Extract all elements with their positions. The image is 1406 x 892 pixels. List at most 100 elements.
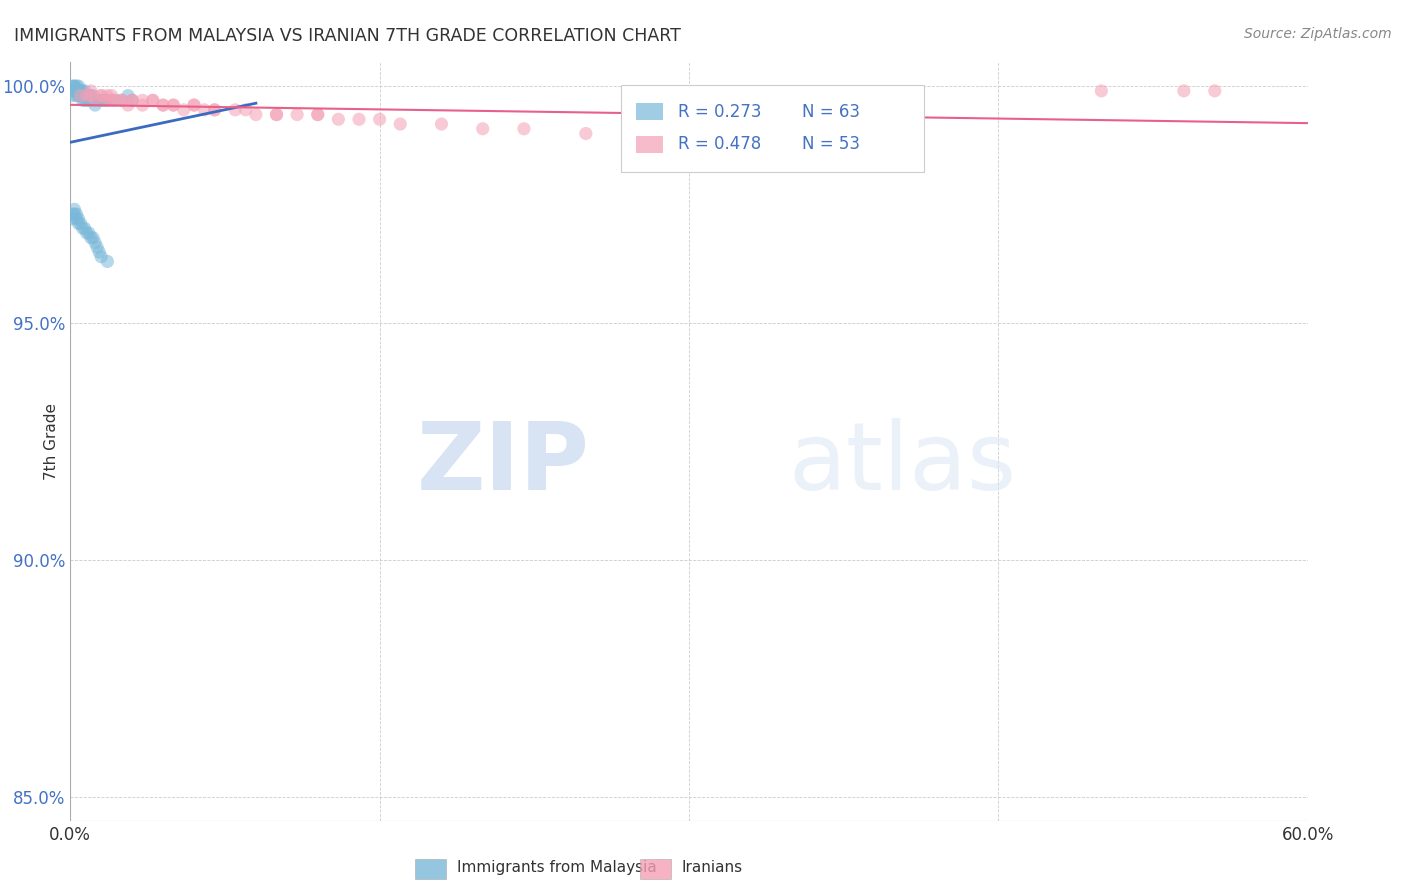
- Point: [60, 79, 83, 94]
- Point: [89, 93, 111, 107]
- Point: [90, 250, 112, 264]
- Point: [65, 211, 87, 226]
- Point: [65, 88, 87, 103]
- Point: [245, 107, 267, 121]
- Point: [307, 107, 329, 121]
- Point: [94, 93, 117, 107]
- Point: [183, 98, 205, 112]
- Point: [60, 211, 83, 226]
- Point: [86, 240, 108, 254]
- Point: [80, 231, 103, 245]
- Point: [77, 88, 100, 103]
- Point: [111, 93, 134, 107]
- Point: [513, 121, 536, 136]
- Point: [142, 93, 165, 107]
- FancyBboxPatch shape: [621, 85, 924, 172]
- Point: [235, 103, 257, 117]
- Point: [76, 93, 98, 107]
- Text: R = 0.478: R = 0.478: [678, 136, 761, 153]
- Point: [84, 98, 107, 112]
- Point: [173, 103, 195, 117]
- Point: [67, 217, 90, 231]
- Y-axis label: 7th Grade: 7th Grade: [44, 403, 59, 480]
- Point: [117, 88, 139, 103]
- Point: [73, 88, 96, 103]
- Point: [84, 93, 107, 107]
- Point: [111, 93, 134, 107]
- Point: [67, 84, 90, 98]
- Point: [82, 231, 104, 245]
- Point: [82, 88, 104, 103]
- Point: [90, 88, 112, 103]
- Point: [72, 221, 94, 235]
- Point: [96, 88, 118, 103]
- Text: IMMIGRANTS FROM MALAYSIA VS IRANIAN 7TH GRADE CORRELATION CHART: IMMIGRANTS FROM MALAYSIA VS IRANIAN 7TH …: [14, 27, 681, 45]
- Point: [65, 79, 87, 94]
- Point: [63, 202, 86, 217]
- Point: [72, 93, 94, 107]
- Point: [73, 84, 96, 98]
- Point: [368, 112, 391, 127]
- Point: [84, 93, 107, 107]
- Point: [162, 98, 184, 112]
- Point: [117, 98, 139, 112]
- Point: [76, 226, 98, 240]
- Point: [86, 93, 108, 107]
- Point: [389, 117, 412, 131]
- Point: [162, 98, 184, 112]
- Point: [69, 88, 91, 103]
- Text: Source: ZipAtlas.com: Source: ZipAtlas.com: [1244, 27, 1392, 41]
- Point: [73, 93, 96, 107]
- Point: [69, 84, 91, 98]
- Point: [1173, 84, 1195, 98]
- Point: [67, 88, 90, 103]
- Point: [82, 93, 104, 107]
- Point: [1090, 84, 1112, 98]
- Point: [204, 103, 226, 117]
- Point: [131, 93, 153, 107]
- Point: [430, 117, 453, 131]
- Point: [224, 103, 246, 117]
- Point: [60, 88, 83, 103]
- Point: [104, 93, 127, 107]
- Point: [65, 84, 87, 98]
- Point: [91, 93, 114, 107]
- Point: [73, 221, 96, 235]
- Text: N = 53: N = 53: [801, 136, 859, 153]
- Point: [80, 88, 103, 103]
- Point: [80, 93, 103, 107]
- FancyBboxPatch shape: [636, 136, 664, 153]
- Text: N = 63: N = 63: [801, 103, 859, 120]
- Point: [285, 107, 308, 121]
- Point: [96, 254, 118, 268]
- Point: [72, 88, 94, 103]
- Point: [84, 235, 107, 250]
- Point: [63, 79, 86, 94]
- Text: Iranians: Iranians: [682, 860, 742, 874]
- Point: [575, 127, 598, 141]
- Point: [77, 226, 100, 240]
- Point: [307, 107, 329, 121]
- Point: [471, 121, 494, 136]
- Point: [100, 93, 122, 107]
- Point: [63, 84, 86, 98]
- Point: [89, 244, 111, 259]
- Point: [266, 107, 288, 121]
- Point: [63, 79, 86, 94]
- Text: Immigrants from Malaysia: Immigrants from Malaysia: [457, 860, 657, 874]
- Point: [63, 207, 86, 221]
- Point: [131, 98, 153, 112]
- Point: [121, 93, 143, 107]
- Point: [65, 207, 87, 221]
- Point: [67, 211, 90, 226]
- Text: ZIP: ZIP: [418, 418, 591, 510]
- Point: [347, 112, 370, 127]
- Point: [328, 112, 350, 127]
- Point: [69, 217, 91, 231]
- Point: [193, 103, 215, 117]
- Point: [76, 88, 98, 103]
- Text: R = 0.273: R = 0.273: [678, 103, 761, 120]
- Point: [780, 131, 803, 145]
- Point: [96, 93, 118, 107]
- Point: [60, 207, 83, 221]
